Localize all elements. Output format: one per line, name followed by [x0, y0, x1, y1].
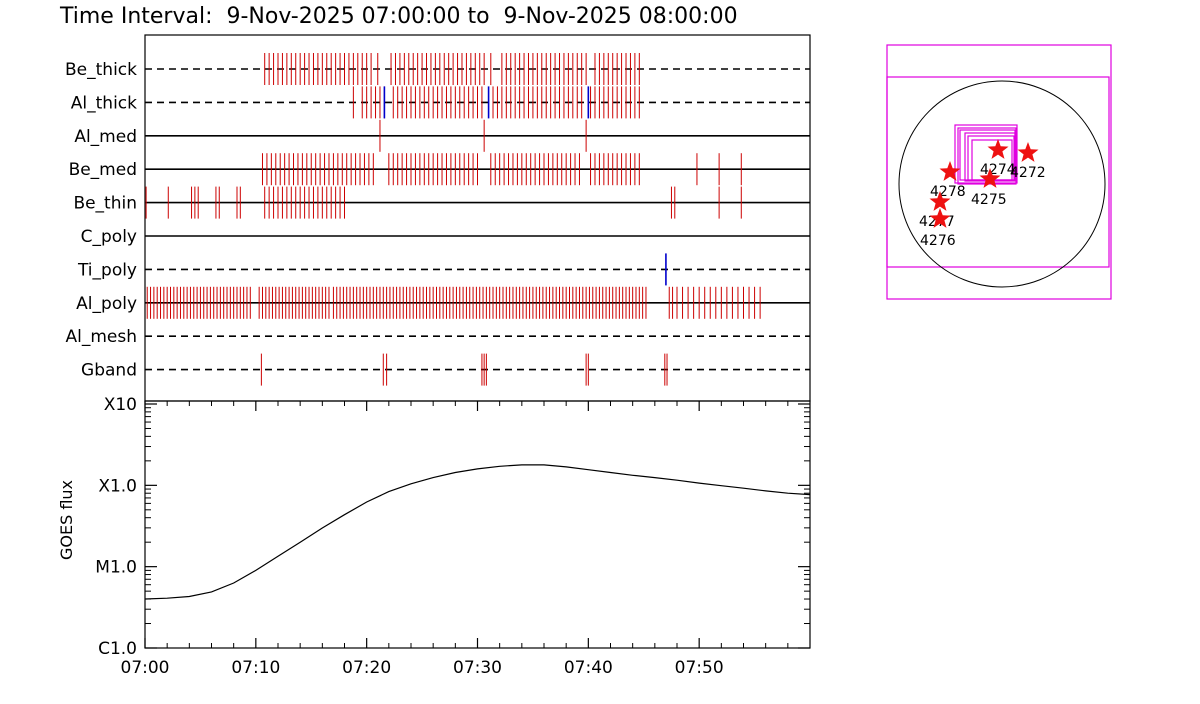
channel-timeline-panel: Be_thick Al_thick Al_med Be_med Be_thin C_pol…: [65, 34, 811, 402]
x-tick-label: 07:10: [231, 658, 280, 678]
time-interval-title: Time Interval: 9-Nov-2025 07:00:00 to 9-…: [59, 4, 738, 29]
active-region-boxes: [954, 124, 1018, 185]
active-region-label: 4275: [971, 192, 1007, 208]
channel-row-be-med: Be_med: [69, 153, 810, 186]
channel-row-al-poly: Al_poly: [76, 286, 810, 319]
channel-row-al-med: Al_med: [74, 119, 810, 152]
flux-axis-label: GOES flux: [57, 480, 76, 560]
channel-row-be-thick: Be_thick: [65, 53, 810, 85]
flux-frame: [144, 400, 811, 649]
channel-label: Be_med: [69, 160, 137, 180]
active-region-4272: 4272: [1010, 142, 1046, 181]
active-region-label: 4276: [920, 233, 956, 249]
y-tick-label: C1.0: [98, 639, 137, 659]
channel-row-gband: Gband: [81, 353, 810, 386]
channel-label: Al_mesh: [65, 327, 137, 347]
x-tick-label: 07:30: [453, 658, 502, 678]
star-icon: [979, 168, 1001, 188]
active-region-label: 4272: [1010, 165, 1046, 181]
channel-row-be-thin: Be_thin: [73, 186, 810, 219]
active-region-markers: 427442724278427542774276: [919, 139, 1046, 249]
goes-flux-panel: GOES flux C1.0 M1.0 X1.0 X10 07:00 07:10 07:20…: [57, 395, 811, 678]
channel-label: Al_poly: [76, 294, 137, 314]
solar-disk-locator: 427442724278427542774276: [886, 44, 1112, 300]
star-icon: [1017, 142, 1039, 162]
goes-flux-line: [144, 464, 811, 600]
x-tick-label: 07:50: [675, 658, 724, 678]
active-region-4275: 4275: [971, 168, 1007, 208]
channel-label: C_poly: [81, 227, 137, 247]
active-region-4276: 4276: [920, 208, 956, 249]
star-icon: [987, 139, 1009, 159]
x-tick-label: 07:40: [564, 658, 613, 678]
y-tick-label: X10: [104, 395, 137, 415]
star-icon: [929, 191, 951, 211]
y-tick-label: X1.0: [98, 476, 137, 496]
channel-label: Ti_poly: [77, 260, 137, 280]
channel-row-al-mesh: Al_mesh: [65, 327, 810, 347]
locator-field-box: [886, 76, 1110, 268]
x-tick-label: 07:00: [121, 658, 170, 678]
channel-label: Be_thin: [73, 194, 137, 214]
star-icon: [929, 208, 951, 228]
channel-label: Be_thick: [65, 60, 137, 80]
y-tick-label: M1.0: [95, 558, 137, 578]
channel-label: Al_thick: [71, 93, 137, 113]
active-region-label: 4278: [930, 184, 966, 200]
star-icon: [939, 161, 961, 181]
channel-row-c-poly: C_poly: [81, 227, 810, 247]
solar-disk-outline: [898, 80, 1106, 288]
channel-label: Al_med: [74, 127, 137, 147]
x-tick-label: 07:20: [342, 658, 391, 678]
channel-row-ti-poly: Ti_poly: [77, 253, 810, 286]
channel-row-al-thick: Al_thick: [71, 86, 810, 119]
channel-label: Gband: [81, 361, 137, 381]
